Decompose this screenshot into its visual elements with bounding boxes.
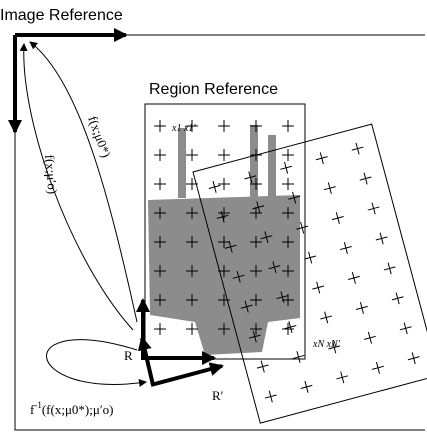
grid-point (218, 236, 230, 248)
grid-point (372, 361, 384, 374)
grid-point (320, 311, 333, 324)
grid-point (218, 294, 230, 306)
grid-point (264, 390, 277, 403)
grid-point (154, 265, 166, 277)
grid-point (367, 202, 380, 215)
grid-point (232, 270, 245, 283)
grid-point (250, 178, 262, 190)
point-label: xN xN′ (312, 339, 341, 350)
grid-point (218, 323, 230, 335)
grid-point (250, 294, 262, 306)
arrow-label: f(x;μ0*) (85, 114, 114, 160)
grid-point (154, 323, 166, 335)
grid-point (375, 232, 388, 245)
grid-point (154, 120, 166, 132)
grid-point (339, 242, 352, 254)
grid-point (336, 371, 349, 384)
grid-point (328, 341, 341, 354)
grid-point (154, 236, 166, 248)
grid-point (300, 381, 313, 393)
grid-point (315, 152, 328, 165)
grid-point (224, 240, 237, 253)
grid-point (407, 352, 420, 365)
grid-point (154, 178, 166, 190)
r-label: R (124, 348, 133, 363)
grid-point (154, 294, 166, 306)
grid-point (282, 323, 294, 335)
grid-point (364, 331, 376, 344)
point-label: x1 x1′ (171, 123, 196, 134)
r2-label: R′ (212, 388, 224, 403)
grid-point (359, 172, 372, 185)
grid-point (282, 236, 294, 248)
grid-point (154, 207, 166, 219)
grid-point (250, 236, 262, 248)
grid-point (391, 292, 404, 305)
grid-point (282, 149, 294, 161)
grid-point (282, 178, 294, 190)
grid-point (282, 120, 294, 132)
r2-y-axis (137, 336, 155, 386)
grid-point (218, 149, 230, 161)
grid-point (284, 321, 297, 333)
grid-point (218, 120, 230, 132)
grid-point (383, 262, 396, 275)
grid-point (218, 178, 230, 190)
grid-point (250, 265, 262, 277)
region-grid (154, 120, 294, 335)
arrow (19, 43, 134, 331)
grid-point (186, 149, 198, 161)
arrow (46, 339, 147, 387)
arrow (29, 41, 138, 323)
grid-point (186, 294, 198, 306)
r2-x-axis (150, 362, 224, 387)
grid-point (282, 265, 294, 277)
arrow-label: f(x;μ′o) (42, 154, 60, 195)
region-reference-title: Region Reference (149, 81, 278, 98)
region-box (144, 103, 306, 360)
grid-point (292, 351, 305, 363)
grid-point (186, 207, 198, 219)
grid-point (186, 236, 198, 248)
grid-point (312, 281, 325, 294)
grid-point (250, 323, 262, 335)
grid-point (186, 120, 198, 132)
grid-point (331, 212, 344, 225)
grid-point (154, 149, 166, 161)
grid-point (399, 322, 412, 335)
grid-point (268, 261, 281, 274)
grid-point (244, 171, 257, 184)
grid-point (323, 182, 336, 195)
grid-point (276, 291, 289, 304)
grid-point (240, 300, 253, 313)
rotated-region (192, 123, 427, 424)
grid-point (296, 221, 309, 234)
grid-point (256, 360, 269, 373)
grid-point (186, 265, 198, 277)
grid-point (260, 231, 273, 244)
grid-point (347, 272, 360, 284)
grid-point (304, 251, 317, 264)
grid-point (248, 330, 261, 343)
grid-point (250, 120, 262, 132)
inverse-label: f-1(f(x;μ0*);μ′o) (30, 400, 114, 417)
grid-point (282, 207, 294, 219)
grid-point (351, 142, 364, 155)
grid-point (280, 161, 293, 174)
grid-point (216, 210, 229, 223)
grid-point (288, 191, 301, 204)
grid-point (208, 180, 221, 193)
grid-point (356, 301, 368, 314)
grid-point (252, 201, 265, 214)
image-reference-title: Image Reference (0, 7, 123, 24)
grid-point (186, 323, 198, 335)
